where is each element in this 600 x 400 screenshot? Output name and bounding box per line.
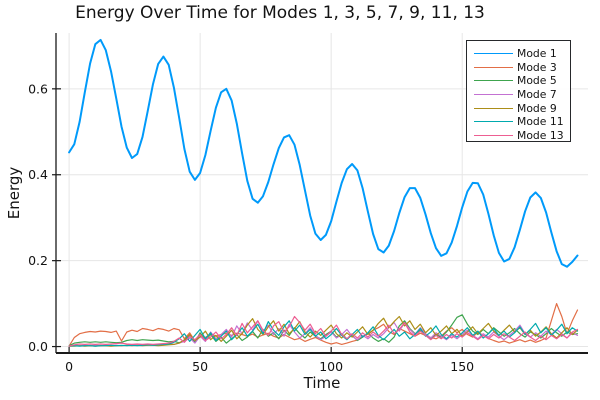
legend-line-swatch (474, 53, 513, 55)
legend-item-mode-13: Mode 13 (467, 129, 570, 143)
legend-label: Mode 7 (517, 88, 557, 102)
legend-label: Mode 1 (517, 47, 557, 61)
legend-line-swatch (474, 121, 513, 123)
y-axis-label: Energy (5, 166, 23, 220)
legend-item-mode-1: Mode 1 (467, 47, 570, 61)
legend-label: Mode 13 (517, 128, 564, 142)
x-axis-label: Time (303, 374, 341, 392)
legend-line-swatch (474, 80, 513, 82)
legend: Mode 1 Mode 3 Mode 5 Mode 7 Mode 9 Mode … (466, 40, 571, 142)
series-line-mode-11 (68, 320, 579, 347)
legend-item-mode-3: Mode 3 (467, 61, 570, 75)
y-tick-label: 0.0 (28, 339, 48, 354)
x-tick-label: 100 (319, 359, 343, 374)
legend-item-mode-11: Mode 11 (467, 115, 570, 129)
legend-item-mode-7: Mode 7 (467, 88, 570, 102)
legend-label: Mode 3 (517, 60, 557, 74)
legend-item-mode-9: Mode 9 (467, 101, 570, 115)
legend-line-swatch (474, 66, 513, 68)
chart-title: Energy Over Time for Modes 1, 3, 5, 7, 9… (75, 3, 485, 23)
y-tick-label: 0.4 (28, 167, 48, 182)
y-tick-label: 0.6 (28, 81, 48, 96)
legend-line-swatch (474, 107, 513, 109)
x-tick-label: 50 (192, 359, 208, 374)
legend-line-swatch (474, 134, 513, 136)
series-line-mode-13 (68, 315, 579, 347)
x-tick-label: 150 (450, 359, 474, 374)
series-line-mode-1 (68, 38, 579, 268)
y-tick-label: 0.2 (28, 253, 48, 268)
legend-label: Mode 9 (517, 101, 557, 115)
legend-label: Mode 11 (517, 115, 564, 129)
series-line-mode-3 (68, 303, 579, 347)
x-tick-label: 0 (65, 359, 73, 374)
legend-line-swatch (474, 94, 513, 96)
legend-label: Mode 5 (517, 74, 557, 88)
legend-item-mode-5: Mode 5 (467, 74, 570, 88)
